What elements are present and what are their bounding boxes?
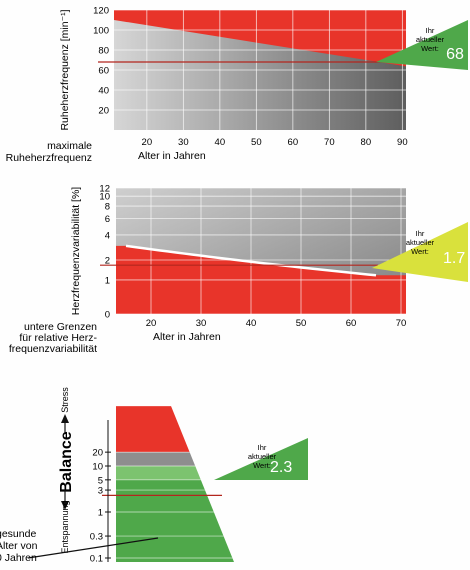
y-tick-label: 10 bbox=[99, 192, 110, 203]
x-axis-ticks: 20 30 40 50 60 70 80 90 bbox=[142, 137, 408, 148]
pointer-line bbox=[27, 537, 159, 559]
grid bbox=[114, 9, 406, 130]
y-tick-label: 8 bbox=[105, 202, 110, 213]
marker-triangle bbox=[372, 222, 468, 282]
x-tick-label: 70 bbox=[324, 137, 335, 148]
y-tick-label: 20 bbox=[98, 106, 109, 117]
y-tick-label: 10 bbox=[92, 462, 103, 473]
note-line-1: gesunde bbox=[0, 528, 36, 540]
x-tick-label: 50 bbox=[251, 137, 262, 148]
marker-value: 2.3 bbox=[270, 459, 292, 476]
y-tick-label: 3 bbox=[98, 486, 103, 497]
band-gray bbox=[116, 452, 234, 466]
chart-balance: 0.1 0.3 1 35 10 20 Stress Balance Entspannung… bbox=[0, 387, 308, 565]
x-tick-label: 50 bbox=[296, 318, 307, 329]
x-tick-label: 60 bbox=[288, 137, 299, 148]
band-green bbox=[116, 479, 234, 562]
x-tick-label: 20 bbox=[142, 137, 153, 148]
lower-limit-curve bbox=[125, 244, 377, 277]
x-tick-label: 40 bbox=[215, 137, 226, 148]
marker-label-2: aktueller bbox=[416, 35, 445, 44]
y-tick-label: 4 bbox=[105, 230, 110, 241]
y-tick-label: 120 bbox=[93, 6, 109, 17]
y-tick-label: 80 bbox=[98, 46, 109, 57]
y-tick-label: 100 bbox=[93, 26, 109, 37]
arrow-up-icon bbox=[61, 414, 69, 423]
y-axis-label: Herzfrequenzvariabilität [%] bbox=[70, 187, 82, 315]
marker-label-2: aktueller bbox=[248, 452, 277, 461]
arrow-down-icon bbox=[61, 501, 69, 510]
x-tick-label: 30 bbox=[196, 318, 207, 329]
balance-axis-caption: Stress Balance Entspannung bbox=[58, 387, 75, 554]
x-tick-label: 40 bbox=[246, 318, 257, 329]
relax-label: Entspannung bbox=[60, 500, 70, 553]
y-tick-label: 2 bbox=[105, 256, 110, 267]
x-tick-label: 20 bbox=[146, 318, 157, 329]
stress-label: Stress bbox=[60, 387, 70, 413]
marker-label-1: Ihr bbox=[426, 26, 435, 35]
note-line-2: Alter von bbox=[0, 540, 38, 552]
marker-value: 68 bbox=[446, 46, 464, 63]
y-axis-label: Ruheherzfrequenz [min⁻¹] bbox=[59, 9, 71, 130]
y-tick-label: 6 bbox=[105, 214, 110, 225]
y-tick-label: 1 bbox=[105, 275, 110, 286]
y-tick-label: 0 bbox=[105, 310, 110, 321]
x-tick-label: 30 bbox=[178, 137, 189, 148]
y-tick-label: 40 bbox=[98, 86, 109, 97]
side-caption-line-3: frequenzvariabilität bbox=[9, 343, 97, 355]
marker-value: 1.7 bbox=[443, 250, 465, 267]
note-line-3: 0 Jahren bbox=[0, 552, 37, 564]
y-tick-label: 5 bbox=[98, 475, 103, 486]
side-caption-line-1: untere Grenzen bbox=[24, 321, 97, 333]
marker-triangle bbox=[376, 20, 468, 70]
marker-label-3: Wert: bbox=[253, 461, 271, 470]
user-value-marker: Ihr aktueller Wert: 68 bbox=[376, 20, 468, 70]
marker-label-2: aktueller bbox=[406, 238, 435, 247]
y-tick-label: 0.1 bbox=[90, 554, 103, 565]
max-heart-rate-area bbox=[114, 20, 406, 130]
balance-bands bbox=[116, 406, 234, 562]
y-tick-label: 1 bbox=[98, 508, 103, 519]
side-caption-line-2: für relative Herz- bbox=[19, 332, 97, 344]
y-tick-label: 60 bbox=[98, 66, 109, 77]
y-tick-label: 12 bbox=[99, 184, 110, 195]
x-tick-label: 90 bbox=[397, 137, 408, 148]
y-axis-ticks: 20 40 60 80 100 120 bbox=[93, 6, 109, 117]
x-tick-label: 80 bbox=[361, 137, 372, 148]
y-tick-label: 20 bbox=[92, 448, 103, 459]
x-axis-ticks: 20 30 40 50 60 70 bbox=[146, 318, 407, 329]
band-red bbox=[116, 406, 234, 453]
balance-title: Balance bbox=[58, 431, 75, 492]
y-tick-label: 0.3 bbox=[90, 532, 103, 543]
balance-shape bbox=[116, 406, 234, 562]
side-caption-line-1: maximale bbox=[47, 140, 92, 152]
chart-resting-heart-rate: 20 40 60 80 100 120 20 30 40 50 60 70 80 90 Ruheherz… bbox=[6, 6, 468, 164]
x-tick-label: 60 bbox=[346, 318, 357, 329]
side-caption-line-2: Ruheherzfrequenz bbox=[6, 152, 92, 164]
y-axis-ticks: 0.1 0.3 1 35 10 20 bbox=[90, 448, 111, 565]
marker-label-1: Ihr bbox=[416, 229, 425, 238]
x-axis-label: Alter in Jahren bbox=[153, 331, 221, 343]
marker-label-3: Wert: bbox=[421, 44, 439, 53]
marker-triangle bbox=[214, 438, 308, 480]
x-axis-label: Alter in Jahren bbox=[138, 150, 206, 162]
user-value-marker: Ihr aktueller Wert: 1.7 bbox=[372, 222, 468, 282]
marker-label-1: Ihr bbox=[258, 443, 267, 452]
user-value-marker: Ihr aktueller Wert: 2.3 bbox=[214, 438, 308, 480]
grid bbox=[116, 187, 406, 315]
x-tick-label: 70 bbox=[396, 318, 407, 329]
marker-label-3: Wert: bbox=[411, 247, 429, 256]
